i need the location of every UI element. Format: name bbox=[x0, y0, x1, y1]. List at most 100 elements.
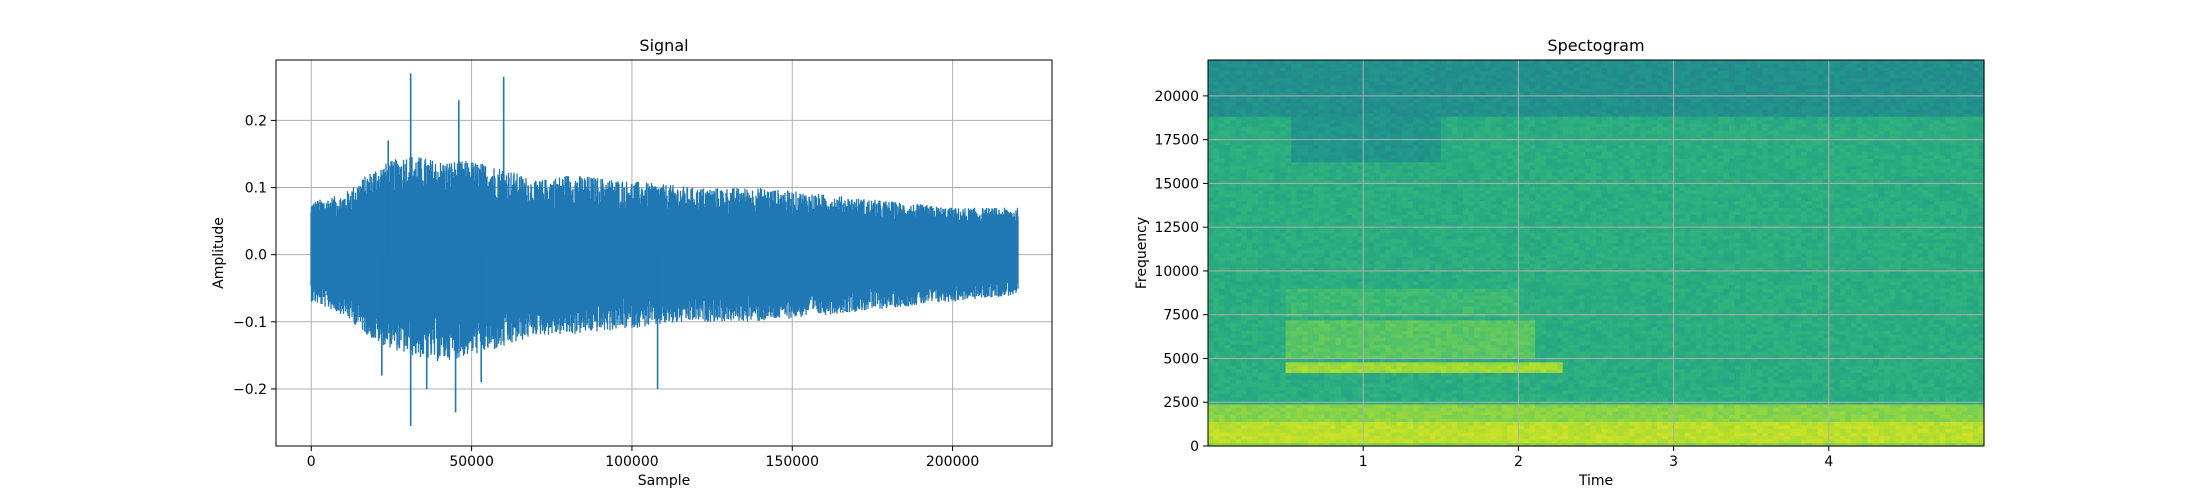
spectrogram-cell bbox=[1302, 204, 1308, 208]
spectrogram-cell bbox=[1241, 81, 1247, 85]
spectrogram-cell bbox=[1330, 253, 1336, 257]
spectrogram-cell bbox=[1280, 232, 1286, 236]
spectrogram-cell bbox=[1369, 330, 1375, 334]
spectrogram-cell bbox=[1247, 330, 1253, 334]
spectrogram-cell bbox=[1330, 306, 1336, 310]
spectrogram-cell bbox=[1446, 88, 1452, 92]
spectrogram-cell bbox=[1313, 323, 1319, 327]
spectrogram-cell bbox=[1258, 74, 1264, 78]
spectrogram-cell bbox=[1269, 362, 1275, 366]
spectrogram-cell bbox=[1391, 281, 1397, 285]
spectrogram-cell bbox=[1402, 102, 1408, 106]
spectrogram-cell bbox=[1219, 204, 1225, 208]
spectrogram-cell bbox=[1313, 165, 1319, 169]
spectrogram-cell bbox=[1208, 351, 1214, 355]
spectrogram-cell bbox=[1286, 169, 1292, 173]
spectrogram-cell bbox=[1413, 71, 1419, 75]
spectrogram-cell bbox=[1208, 274, 1214, 278]
spectrogram-cell bbox=[1380, 148, 1386, 152]
spectrogram-cell bbox=[1402, 295, 1408, 299]
spectrogram-cell bbox=[1219, 418, 1225, 422]
spectrogram-cell bbox=[1308, 260, 1314, 264]
spectrogram-cell bbox=[1369, 281, 1375, 285]
spectrogram-cell bbox=[1291, 372, 1297, 376]
spectrogram-cell bbox=[1396, 439, 1402, 443]
spectrogram-cell bbox=[1297, 148, 1303, 152]
spectrogram-cell bbox=[1247, 376, 1253, 380]
spectrogram-cell bbox=[1230, 214, 1236, 218]
spectrogram-cell bbox=[1219, 102, 1225, 106]
spectrogram-cell bbox=[1236, 418, 1242, 422]
spectrogram-cell bbox=[1252, 214, 1258, 218]
spectrogram-cell bbox=[1330, 151, 1336, 155]
spectrogram-cell bbox=[1424, 260, 1430, 264]
spectrogram-cell bbox=[1247, 327, 1253, 331]
spectrogram-cell bbox=[1252, 302, 1258, 306]
spectrogram-cell bbox=[1324, 327, 1330, 331]
spectrogram-cell bbox=[1302, 334, 1308, 338]
spectrogram-cell bbox=[1347, 302, 1353, 306]
spectrogram-cell bbox=[1236, 64, 1242, 68]
spectrogram-cell bbox=[1258, 144, 1264, 148]
spectrogram-cell bbox=[1252, 232, 1258, 236]
spectrogram-cell bbox=[1424, 162, 1430, 166]
spectrogram-cell bbox=[1286, 71, 1292, 75]
spectrogram-cell bbox=[1369, 85, 1375, 89]
spectrogram-cell bbox=[1286, 372, 1292, 376]
spectrogram-cell bbox=[1291, 232, 1297, 236]
spectrogram-cell bbox=[1236, 141, 1242, 145]
spectrogram-cell bbox=[1214, 379, 1220, 383]
spectrogram-cell bbox=[1297, 376, 1303, 380]
spectrogram-cell bbox=[1241, 109, 1247, 113]
spectrogram-cell bbox=[1297, 390, 1303, 394]
spectrogram-cell bbox=[1208, 71, 1214, 75]
spectrogram-cell bbox=[1391, 102, 1397, 106]
spectrogram-cell bbox=[1208, 320, 1214, 324]
spectrogram-cell bbox=[1408, 274, 1414, 278]
spectrogram-cell bbox=[1330, 344, 1336, 348]
spectrogram-cell bbox=[1380, 190, 1386, 194]
spectrogram-cell bbox=[1452, 407, 1458, 411]
spectrogram-cell bbox=[1402, 425, 1408, 429]
spectrogram-cell bbox=[1230, 179, 1236, 183]
spectrogram-cell bbox=[1263, 200, 1269, 204]
spectrogram-cell bbox=[1341, 186, 1347, 190]
spectrogram-cell bbox=[1396, 179, 1402, 183]
spectrogram-cell bbox=[1347, 186, 1353, 190]
spectrogram-cell bbox=[1275, 120, 1281, 124]
spectrogram-cell bbox=[1385, 239, 1391, 243]
spectrogram-cell bbox=[1391, 211, 1397, 215]
spectrogram-cell bbox=[1413, 264, 1419, 268]
spectrogram-cell bbox=[1446, 404, 1452, 408]
spectrogram-cell bbox=[1396, 165, 1402, 169]
spectrogram-cell bbox=[1297, 88, 1303, 92]
spectrogram-cell bbox=[1347, 169, 1353, 173]
spectrogram-cell bbox=[1363, 302, 1369, 306]
spectrogram-cell bbox=[1408, 78, 1414, 82]
spectrogram-cell bbox=[1280, 278, 1286, 282]
spectrogram-cell bbox=[1402, 302, 1408, 306]
spectrogram-cell bbox=[1347, 411, 1353, 415]
spectrogram-cell bbox=[1241, 253, 1247, 257]
spectrogram-cell bbox=[1435, 327, 1441, 331]
spectrogram-cell bbox=[1313, 92, 1319, 96]
spectrogram-cell bbox=[1230, 144, 1236, 148]
spectrogram-cell bbox=[1241, 376, 1247, 380]
spectrogram-cell bbox=[1385, 74, 1391, 78]
spectrogram-cell bbox=[1302, 151, 1308, 155]
spectrogram-cell bbox=[1446, 162, 1452, 166]
spectrogram-cell bbox=[1247, 127, 1253, 131]
spectrogram-cell bbox=[1419, 369, 1425, 373]
spectrogram-cell bbox=[1258, 390, 1264, 394]
spectrogram-cell bbox=[1258, 88, 1264, 92]
spectrogram-cell bbox=[1308, 193, 1314, 197]
spectrogram-cell bbox=[1380, 369, 1386, 373]
spectrogram-cell bbox=[1385, 407, 1391, 411]
spectrogram-cell bbox=[1341, 78, 1347, 82]
spectrogram-cell bbox=[1280, 193, 1286, 197]
spectrogram-cell bbox=[1402, 351, 1408, 355]
spectrogram-cell bbox=[1363, 249, 1369, 253]
spectrogram-cell bbox=[1313, 344, 1319, 348]
spectrogram-cell bbox=[1352, 372, 1358, 376]
spectrogram-cell bbox=[1452, 102, 1458, 106]
